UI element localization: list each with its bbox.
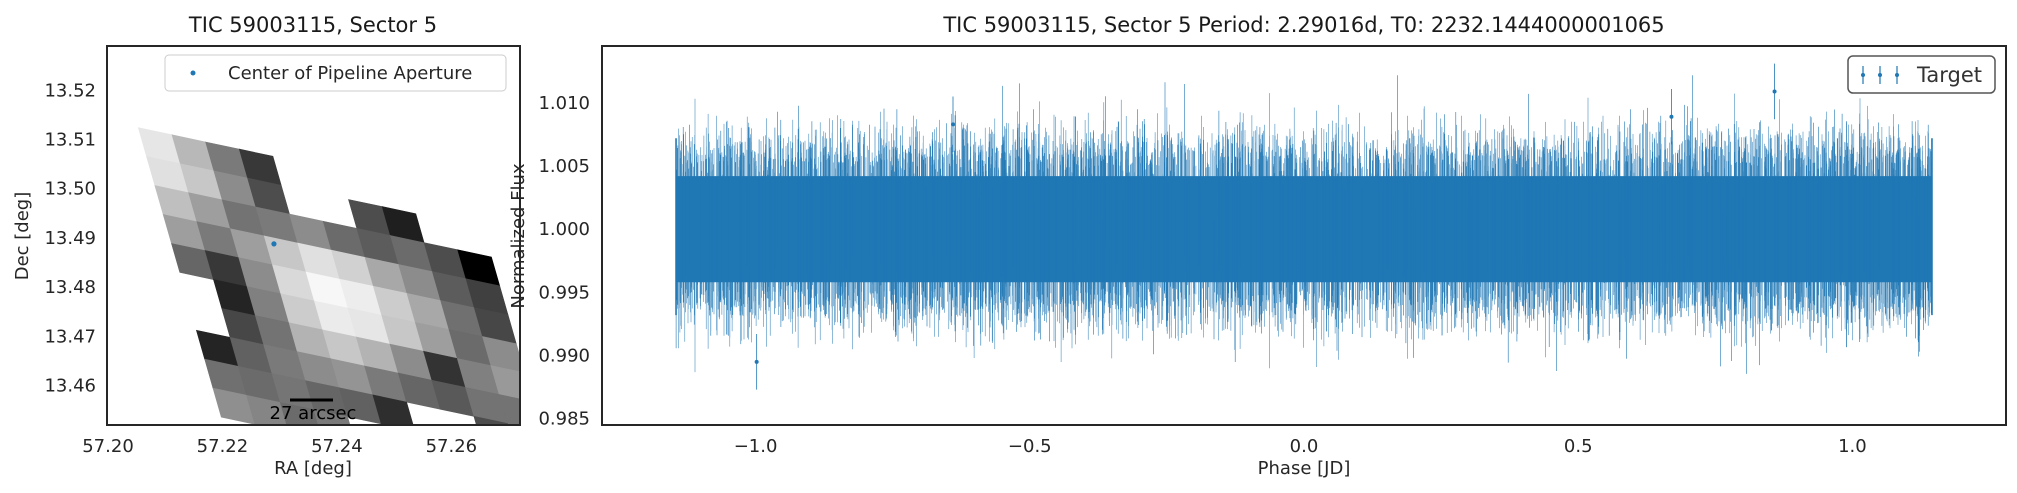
scalebar: 27 arcsec <box>270 398 357 424</box>
lightcurve-legend-label: Target <box>1916 63 1982 87</box>
image-pixel <box>313 409 351 425</box>
aperture-y-tick-label: 13.51 <box>44 130 96 151</box>
outlier-point <box>951 122 955 127</box>
image-pixel <box>372 394 414 425</box>
image-pixel <box>490 365 520 400</box>
image-pixel <box>482 336 520 373</box>
aperture-x-label: RA [deg] <box>274 458 352 479</box>
aperture-legend[interactable]: Center of Pipeline Aperture <box>164 54 507 92</box>
legend-point-glyph <box>1878 73 1882 77</box>
lightcurve-x-tick-label: −0.5 <box>1008 436 1052 457</box>
outlier-point <box>754 359 759 364</box>
scalebar-label: 27 arcsec <box>270 403 357 424</box>
lightcurve-x-label: Phase [JD] <box>1258 458 1351 479</box>
outlier-point <box>1772 89 1777 94</box>
lightcurve-x-tick-label: 0.5 <box>1564 436 1593 457</box>
lightcurve-y-ticks: 0.985 0.990 0.995 1.000 1.005 1.010 <box>538 93 590 430</box>
aperture-x-tick-label: 57.24 <box>311 436 363 457</box>
lightcurve-y-tick-label: 0.990 <box>538 346 590 367</box>
lightcurve-y-tick-label: 0.995 <box>538 282 590 303</box>
lightcurve-title: TIC 59003115, Sector 5 Period: 2.29016d,… <box>942 13 1664 37</box>
lightcurve-axes-frame <box>601 45 2007 426</box>
lightcurve-panel: TIC 59003115, Sector 5 Period: 2.29016d,… <box>508 13 2007 479</box>
lightcurve-x-tick-label: 0.0 <box>1290 436 1319 457</box>
legend-point-glyph <box>1895 73 1899 77</box>
image-pixel <box>473 415 509 425</box>
aperture-y-tick-label: 13.47 <box>44 326 96 347</box>
image-pixel <box>246 394 288 425</box>
aperture-legend-marker <box>190 70 196 76</box>
lightcurve-x-tick-label: 1.0 <box>1838 436 1867 457</box>
aperture-y-ticks: 13.46 13.47 13.48 13.49 13.50 13.51 13.52 <box>44 80 96 396</box>
aperture-y-tick-label: 13.50 <box>44 179 96 200</box>
lightcurve-x-tick-label: −1.0 <box>734 436 778 457</box>
aperture-y-tick-label: 13.52 <box>44 80 96 101</box>
pixel-image <box>137 127 520 425</box>
lightcurve-legend[interactable]: Target <box>1847 55 1996 94</box>
image-pixel <box>498 394 520 425</box>
aperture-y-tick-label: 13.49 <box>44 228 96 249</box>
aperture-title: TIC 59003115, Sector 5 <box>188 13 437 37</box>
lightcurve-y-label: Normalized Flux <box>508 163 529 309</box>
lightcurve-y-tick-label: 1.000 <box>538 219 590 240</box>
lightcurve-x-ticks: −1.0 −0.5 0.0 0.5 1.0 <box>734 436 1867 457</box>
aperture-x-tick-label: 57.20 <box>82 436 134 457</box>
lightcurve-y-tick-label: 0.985 <box>538 409 590 430</box>
aperture-center-point <box>271 241 277 247</box>
legend-point-glyph <box>1861 73 1865 77</box>
aperture-legend-label: Center of Pipeline Aperture <box>228 63 472 84</box>
aperture-x-tick-label: 57.22 <box>197 436 249 457</box>
outlier-point <box>1669 114 1674 119</box>
aperture-axes-frame <box>106 45 521 426</box>
aperture-y-label: Dec [deg] <box>12 192 33 281</box>
lightcurve-y-tick-label: 1.005 <box>538 156 590 177</box>
aperture-legend-box <box>164 54 507 92</box>
aperture-y-tick-label: 13.46 <box>44 376 96 397</box>
aperture-y-tick-label: 13.48 <box>44 277 96 298</box>
lightcurve-y-tick-label: 1.010 <box>538 93 590 114</box>
aperture-x-ticks: 57.20 57.22 57.24 57.26 <box>82 436 477 457</box>
aperture-center-marker <box>271 241 277 247</box>
errorbars-sparse <box>675 75 1929 374</box>
lightcurve-legend-box <box>1847 55 1996 94</box>
lightcurve-legend-marker <box>1861 66 1899 84</box>
lightcurve-data <box>675 63 1933 390</box>
aperture-x-tick-label: 57.26 <box>426 436 478 457</box>
errorbar-band-core <box>676 176 1932 283</box>
image-pixel <box>279 402 319 425</box>
aperture-panel: TIC 59003115, Sector 5 57.20 57.22 57.24 57… <box>12 13 521 479</box>
